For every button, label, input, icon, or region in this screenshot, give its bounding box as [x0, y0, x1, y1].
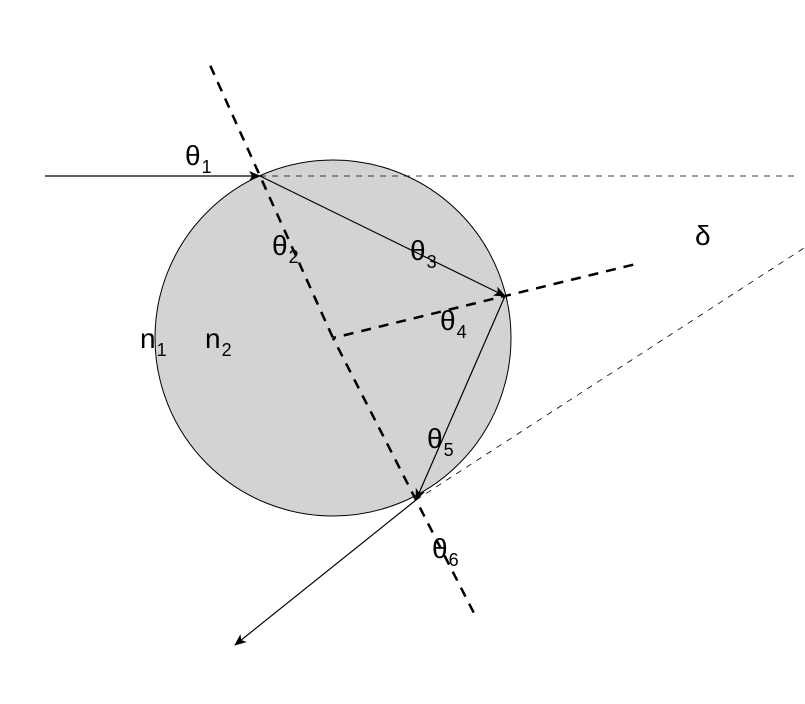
- svg-text:θ6: θ6: [432, 533, 459, 570]
- ray-exit: [235, 500, 416, 645]
- label-delta: δ: [695, 220, 711, 251]
- svg-text:θ1: θ1: [185, 140, 212, 177]
- label-theta6: θ6: [432, 533, 459, 570]
- svg-text:δ: δ: [695, 220, 711, 251]
- label-theta1: θ1: [185, 140, 212, 177]
